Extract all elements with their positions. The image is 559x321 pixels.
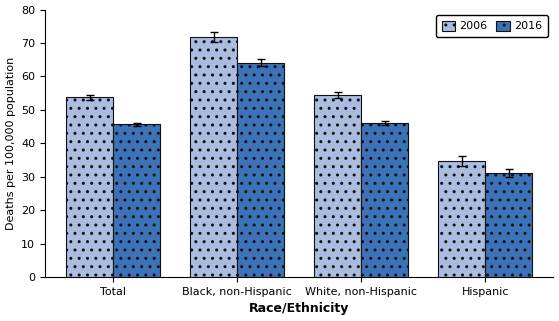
Bar	[113, 124, 160, 277]
Bar	[361, 123, 408, 277]
Bar	[314, 94, 361, 277]
Bar	[237, 63, 285, 277]
Y-axis label: Deaths per 100,000 population: Deaths per 100,000 population	[6, 57, 16, 230]
X-axis label: Race/Ethnicity: Race/Ethnicity	[249, 302, 349, 316]
Bar	[438, 161, 485, 277]
Legend: 2006, 2016: 2006, 2016	[436, 15, 548, 37]
Bar	[66, 97, 113, 277]
Bar	[485, 173, 532, 277]
Bar	[190, 37, 237, 277]
